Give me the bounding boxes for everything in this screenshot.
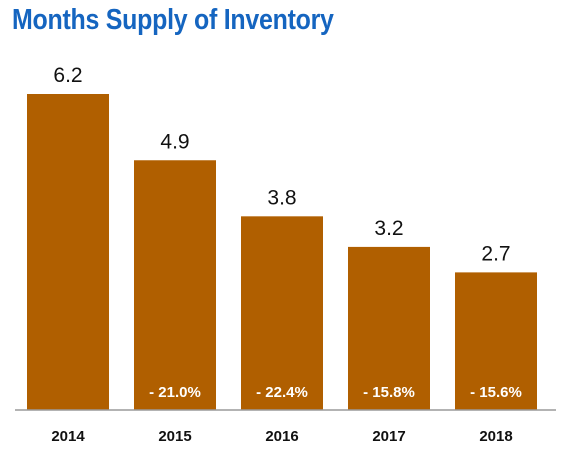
value-label-2015: 4.9 bbox=[160, 130, 189, 153]
x-tick-label-2015: 2015 bbox=[158, 428, 191, 445]
bar-2017 bbox=[348, 246, 430, 410]
x-tick-label-2016: 2016 bbox=[265, 428, 298, 445]
change-label-2016: - 22.4% bbox=[256, 384, 308, 401]
x-tick-label-2017: 2017 bbox=[372, 428, 405, 445]
bar-2016 bbox=[241, 216, 323, 410]
bar-2015 bbox=[134, 160, 216, 410]
change-label-2015: - 21.0% bbox=[149, 384, 201, 401]
value-label-2017: 3.2 bbox=[374, 217, 403, 240]
value-label-2016: 3.8 bbox=[267, 186, 296, 209]
labels-group: 6.2 2014 4.9 - 21.0% 2015 3.8 - 22.4% 2016 3.2 - … bbox=[51, 64, 522, 445]
change-label-2017: - 15.8% bbox=[363, 384, 415, 401]
value-label-2018: 2.7 bbox=[481, 242, 510, 265]
change-label-2018: - 15.6% bbox=[470, 384, 522, 401]
bars-group bbox=[27, 94, 537, 410]
bar-2014 bbox=[27, 94, 109, 410]
chart-title: Months Supply of Inventory bbox=[12, 4, 334, 36]
x-tick-label-2018: 2018 bbox=[479, 428, 512, 445]
bar-2018 bbox=[455, 272, 537, 410]
x-tick-label-2014: 2014 bbox=[51, 428, 85, 445]
value-label-2014: 6.2 bbox=[53, 64, 82, 87]
